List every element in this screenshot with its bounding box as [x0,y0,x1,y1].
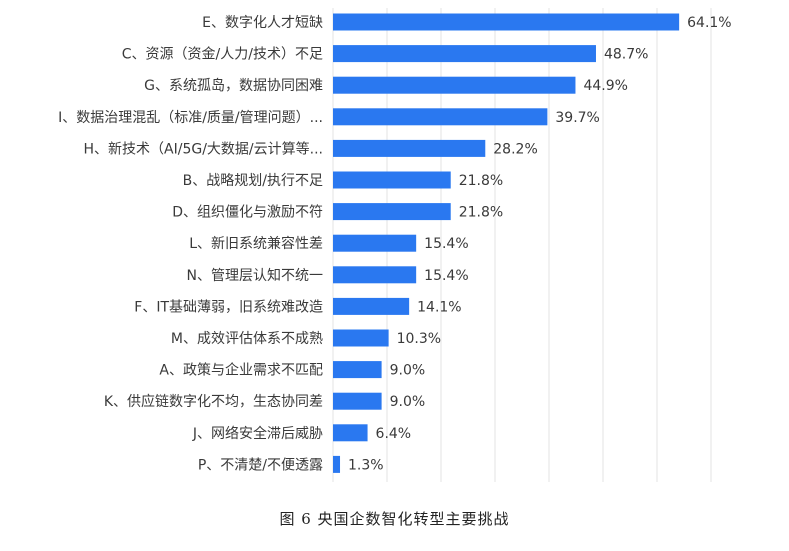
category-label: H、新技术（AI/5G/大数据/云计算等... [84,140,324,157]
bar [333,45,596,63]
category-label: N、管理层认知不统一 [187,267,323,284]
value-label: 15.4% [424,268,468,284]
value-label: 1.3% [348,457,384,473]
value-label: 6.4% [376,426,412,442]
bar [333,139,486,157]
bars [333,13,680,473]
bar [333,203,451,221]
figure-caption: 图 6 央国企数智化转型主要挑战 [279,510,510,528]
bar-chart: E、数字化人才短缺 C、资源（资金/人力/技术）不足 G、系统孤岛，数据协同困难 I、… [58,8,732,482]
category-label: I、数据治理混乱（标准/质量/管理问题）... [58,110,323,126]
value-label: 10.3% [397,331,441,347]
value-label: 14.1% [417,299,461,315]
category-label: B、战略规划/执行不足 [183,173,323,189]
value-label: 15.4% [424,236,468,252]
value-label: 28.2% [493,141,537,157]
value-label: 44.9% [583,78,627,94]
bar [333,234,417,252]
bar [333,361,382,379]
value-label: 64.1% [687,15,731,31]
value-label: 48.7% [604,47,648,63]
category-label: K、供应链数字化不均，生态协同差 [104,393,323,410]
bar [333,455,341,473]
bar [333,13,680,31]
category-label: A、政策与企业需求不匹配 [159,362,323,379]
category-label: C、资源（资金/人力/技术）不足 [122,47,323,63]
category-label: D、组织僵化与激励不符 [172,204,323,221]
category-labels: E、数字化人才短缺 C、资源（资金/人力/技术）不足 G、系统孤岛，数据协同困难 I、… [58,15,323,473]
bar [333,266,417,284]
category-label: M、成效评估体系不成熟 [171,331,323,347]
category-label: E、数字化人才短缺 [202,15,323,31]
bar [333,424,368,442]
bar [333,329,389,347]
category-label: F、IT基础薄弱，旧系统难改造 [134,298,323,315]
category-label: L、新旧系统兼容性差 [189,235,323,252]
bar [333,297,410,315]
value-labels: 64.1% 48.7% 44.9% 39.7% 28.2% 21.8% 21.8% 15.4%… [348,15,732,473]
value-label: 9.0% [390,363,426,379]
value-label: 39.7% [555,110,599,126]
bar [333,171,451,189]
bar [333,392,382,410]
value-label: 21.8% [459,173,503,189]
category-label: G、系统孤岛，数据协同困难 [144,78,323,94]
bar [333,76,576,94]
category-label: J、网络安全滞后威胁 [192,425,323,442]
value-label: 21.8% [459,205,503,221]
category-label: P、不清楚/不便透露 [198,457,323,473]
value-label: 9.0% [390,394,426,410]
bar [333,108,548,126]
